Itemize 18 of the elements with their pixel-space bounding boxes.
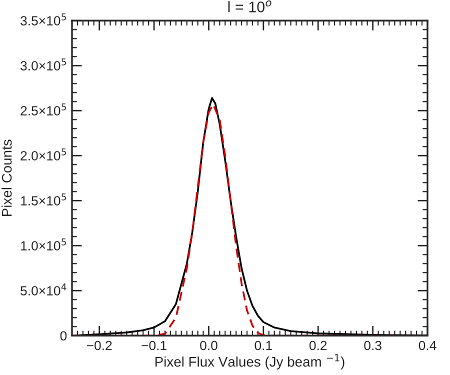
x-tick-label: 0.0 [200,340,218,350]
chart-title: l = 10$^{o}$ [228,0,272,12]
y-tick-label: 1.5×10$^{5}$ [21,194,66,206]
x-tick-label: 0.4 [418,340,436,350]
y-axis-title: Pixel Counts [2,140,12,216]
y-tick-label: 2.0×10$^{5}$ [20,148,66,160]
y-tick-label: 5.0×10$^{4}$ [20,284,66,296]
y-tick-label: 0 [60,331,67,341]
x-tick-label: 0.1 [254,340,272,350]
x-tick-label: 0.3 [364,340,382,350]
y-tick-label: 3.5×10$^{5}$ [20,14,66,26]
y-tick-label: 2.5×10$^{5}$ [20,104,66,116]
y-tick-label: 3.0×10$^{5}$ [20,58,66,70]
x-axis-title: Pixel Flux Values (Jy beam $^{−1}$) [155,354,344,370]
x-tick-label: −0.2 [86,340,112,350]
x-tick-label: −0.1 [142,340,166,350]
x-tick-label: 0.2 [309,340,327,350]
y-tick-label: 1.0×10$^{5}$ [21,238,66,250]
